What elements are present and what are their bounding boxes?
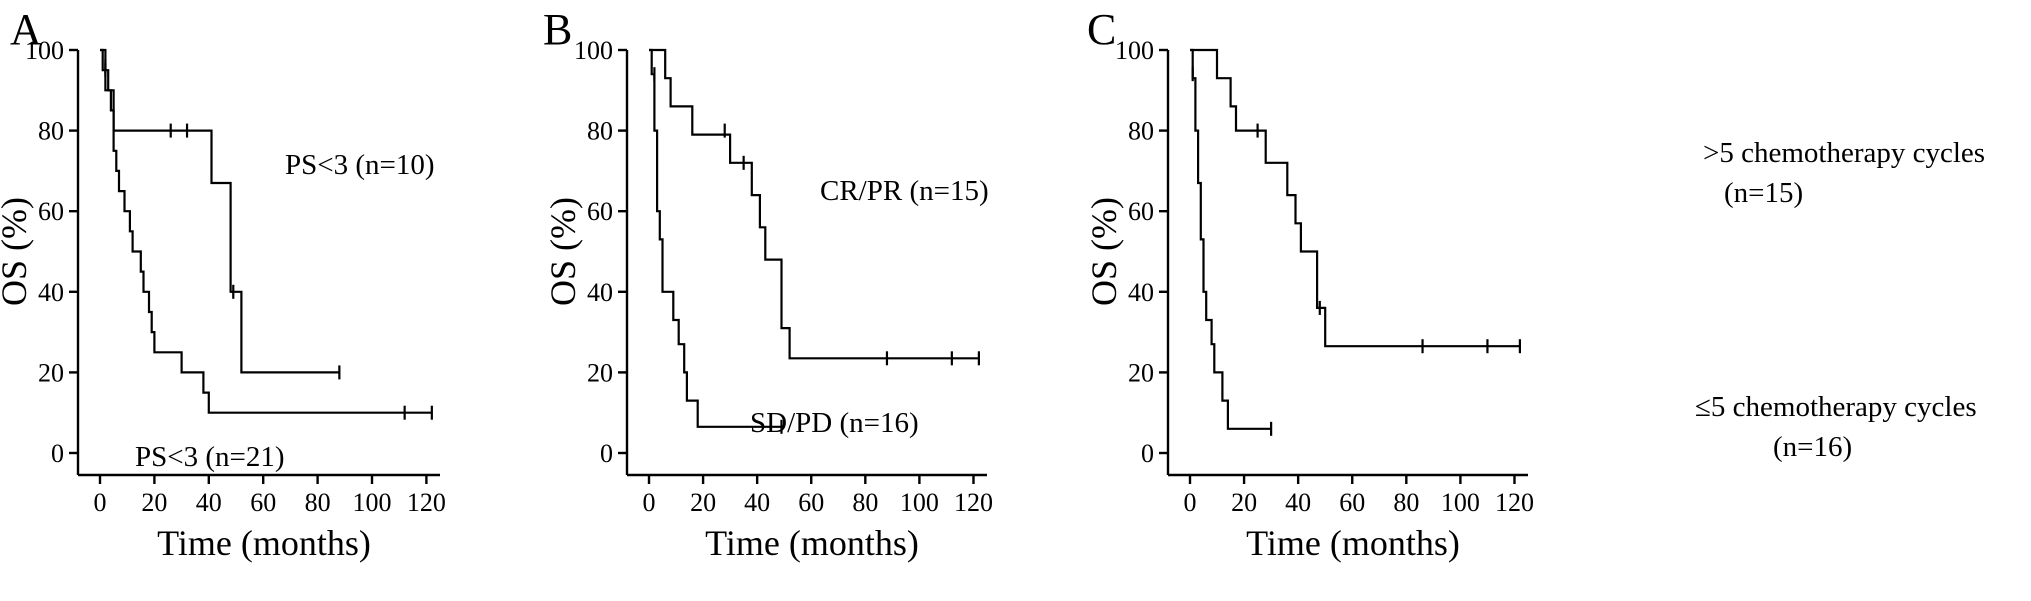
y-axis-label: OS (%) [0, 197, 34, 306]
x-tick-label: 0 [94, 488, 107, 517]
y-tick-label: 80 [38, 117, 64, 146]
y-tick-label: 100 [25, 36, 64, 65]
x-tick-label: 80 [1393, 488, 1419, 517]
survival-curve-2 [100, 48, 432, 414]
y-tick-label: 20 [38, 358, 64, 387]
y-tick-label: 80 [587, 117, 613, 146]
x-axis-label: Time (months) [1246, 523, 1460, 563]
x-tick-label: 120 [407, 488, 446, 517]
y-axis-label: OS (%) [1084, 197, 1124, 306]
y-tick-label: 60 [38, 197, 64, 226]
x-tick-label: 20 [141, 488, 167, 517]
y-tick-label: 100 [574, 36, 613, 65]
y-axis-label: OS (%) [543, 197, 583, 306]
y-tick-label: 60 [587, 197, 613, 226]
x-tick-label: 0 [1184, 488, 1197, 517]
x-tick-label: 100 [353, 488, 392, 517]
x-tick-label: 40 [196, 488, 222, 517]
x-tick-label: 40 [1285, 488, 1311, 517]
x-tick-label: 80 [852, 488, 878, 517]
survival-curve-1 [100, 48, 340, 374]
survival-curve-2 [649, 48, 785, 428]
annotation-le5-line1: ≤5 chemotherapy cycles [1695, 391, 1977, 423]
x-tick-label: 20 [690, 488, 716, 517]
survival-curve-1 [649, 48, 979, 360]
y-tick-label: 60 [1128, 197, 1154, 226]
annotation-ps-n21: PS<3 (n=21) [135, 441, 285, 473]
annotation-cr-pr: CR/PR (n=15) [820, 175, 989, 207]
panel-letter-b: B [543, 5, 572, 54]
annotation-gt5-line2: (n=15) [1724, 177, 1803, 209]
x-tick-label: 60 [250, 488, 276, 517]
y-tick-label: 0 [1141, 439, 1154, 468]
x-axis-label: Time (months) [157, 523, 371, 563]
y-tick-label: 40 [1128, 278, 1154, 307]
y-tick-label: 80 [1128, 117, 1154, 146]
y-tick-label: 20 [1128, 358, 1154, 387]
panel-letter-c: C [1087, 5, 1116, 54]
x-tick-label: 60 [1339, 488, 1365, 517]
x-axis-label: Time (months) [705, 523, 919, 563]
y-tick-label: 40 [587, 278, 613, 307]
y-tick-label: 100 [1115, 36, 1154, 65]
y-tick-label: 20 [587, 358, 613, 387]
annotation-gt5-line1: >5 chemotherapy cycles [1703, 137, 1985, 169]
panel-b: B CR/PR (n=15) SD/PD (n=16) 0 20 40 60 80 100… [543, 5, 993, 563]
y-tick-label: 0 [600, 439, 613, 468]
annotation-ps-n10: PS<3 (n=10) [285, 149, 435, 181]
x-tick-label: 40 [744, 488, 770, 517]
x-tick-label: 60 [798, 488, 824, 517]
panel-letter-a: A [10, 5, 42, 54]
x-tick-label: 120 [1495, 488, 1534, 517]
x-tick-label: 100 [900, 488, 939, 517]
survival-curve-2 [1190, 48, 1272, 430]
annotation-le5-line2: (n=16) [1773, 431, 1852, 463]
panel-a: A PS<3 (n=10) PS<3 (n=21) 0 20 40 60 80 100 0 2… [0, 5, 446, 563]
x-tick-label: 20 [1231, 488, 1257, 517]
x-tick-label: 120 [954, 488, 993, 517]
survival-curve-1 [1190, 48, 1520, 348]
y-tick-label: 0 [51, 439, 64, 468]
x-tick-label: 0 [643, 488, 656, 517]
x-tick-label: 80 [305, 488, 331, 517]
annotation-sd-pd: SD/PD (n=16) [750, 407, 919, 439]
y-tick-label: 40 [38, 278, 64, 307]
x-tick-label: 100 [1441, 488, 1480, 517]
panel-c: C >5 chemotherapy cycles (n=15) ≤5 chemo… [1084, 5, 1985, 563]
